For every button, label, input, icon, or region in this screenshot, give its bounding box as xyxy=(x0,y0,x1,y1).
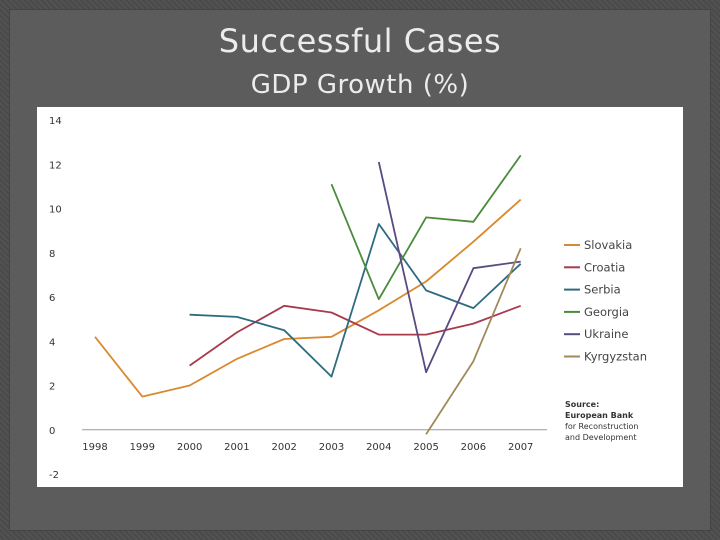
legend-label: Ukraine xyxy=(584,327,628,341)
x-tick-label: 2006 xyxy=(461,442,486,453)
legend-label: Croatia xyxy=(584,260,625,274)
legend-label: Georgia xyxy=(584,305,629,319)
source-note-line: for Reconstruction xyxy=(565,422,638,431)
y-tick-label: -2 xyxy=(49,470,59,481)
legend-label: Serbia xyxy=(584,283,621,297)
x-tick-label: 2000 xyxy=(177,442,202,453)
slide-subtitle: GDP Growth (%) xyxy=(250,70,470,100)
x-tick-label: 2005 xyxy=(413,442,438,453)
y-tick-label: 2 xyxy=(49,382,55,393)
series-line-serbia xyxy=(189,223,522,378)
y-tick-label: 4 xyxy=(49,337,55,348)
legend-label: Slovakia xyxy=(584,238,632,252)
y-tick-label: 6 xyxy=(49,293,55,304)
x-tick-label: 2002 xyxy=(271,442,296,453)
legend-label: Kyrgyzstan xyxy=(584,350,647,364)
y-tick-label: 0 xyxy=(49,426,55,437)
x-tick-label: 1999 xyxy=(130,442,155,453)
x-tick-label: 2004 xyxy=(366,442,391,453)
series-line-ukraine xyxy=(377,161,521,374)
gdp-growth-chart: -2 0 2 4 6 8 10 12 14 1998 1999 2000 2001 2002 2003 200… xyxy=(49,116,647,481)
series-line-kyrgyzstan xyxy=(425,247,522,435)
y-tick-label: 8 xyxy=(49,249,55,260)
x-tick-label: 2003 xyxy=(319,442,344,453)
slide-title: Successful Cases xyxy=(218,22,502,60)
x-tick-label: 2001 xyxy=(224,442,249,453)
x-tick-label: 1998 xyxy=(82,442,107,453)
series-line-croatia xyxy=(189,304,522,367)
y-tick-label: 10 xyxy=(49,205,62,216)
x-tick-label: 2007 xyxy=(508,442,533,453)
source-note-line: European Bank xyxy=(565,411,634,420)
source-note-line: and Development xyxy=(565,433,636,442)
series-line-georgia xyxy=(330,154,522,301)
source-note-line: Source: xyxy=(565,400,599,409)
chart-panel: -2 0 2 4 6 8 10 12 14 1998 1999 2000 2001 2002 2003 200… xyxy=(37,107,683,487)
series-line-slovakia xyxy=(94,198,522,398)
y-tick-label: 14 xyxy=(49,116,62,127)
y-tick-label: 12 xyxy=(49,160,62,171)
